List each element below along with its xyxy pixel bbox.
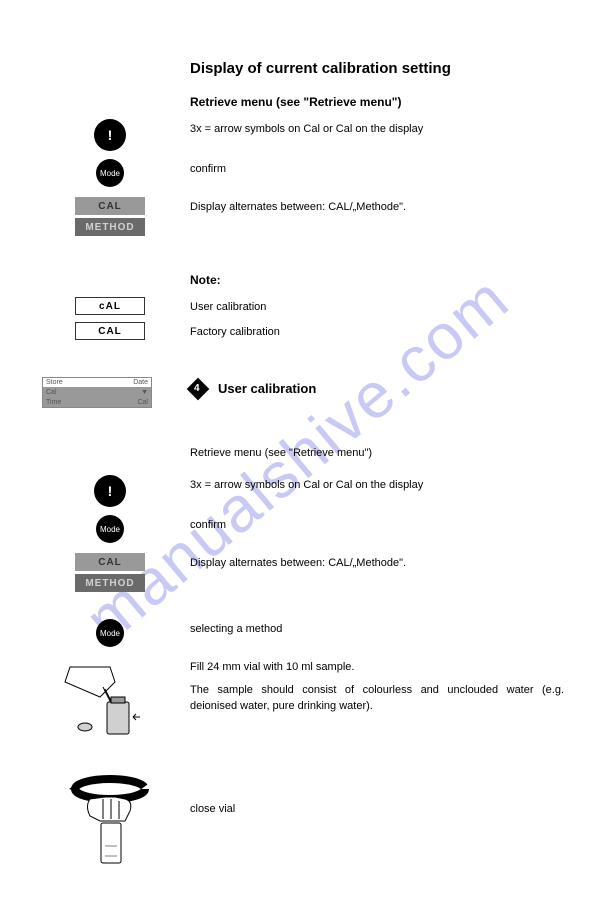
cal-lower-pill: cAL	[75, 297, 145, 315]
text-3x-2: 3x = arrow symbols on Cal or Cal on the …	[190, 475, 564, 494]
mode-button-icon: Mode	[96, 159, 124, 187]
lcd-store: Store	[46, 379, 63, 386]
text-factory-calibration: Factory calibration	[190, 322, 564, 341]
text-confirm-2: confirm	[190, 515, 564, 534]
page-title: Display of current calibration setting	[190, 60, 564, 77]
method-pill-1: METHOD	[75, 218, 145, 236]
text-fill: Fill 24 mm vial with 10 ml sample.	[190, 659, 564, 676]
method-pill-2: METHOD	[75, 574, 145, 592]
pour-vial-icon	[55, 657, 165, 737]
cal-pill-1: CAL	[75, 197, 145, 215]
page-content: Display of current calibration setting R…	[0, 0, 594, 895]
step-4-title: User calibration	[218, 379, 316, 399]
subtitle-retrieve: Retrieve menu (see "Retrieve menu")	[190, 95, 564, 109]
lcd-cal-1: Cal	[46, 389, 57, 396]
mode-button-icon-3: Mode	[96, 619, 124, 647]
mode-button-icon-2: Mode	[96, 515, 124, 543]
text-alternates-1: Display alternates between: CAL/„Methode…	[190, 197, 564, 216]
lcd-arrow-down-icon: ▼	[141, 389, 148, 396]
cal-upper-pill: CAL	[75, 322, 145, 340]
alert-icon-2: !	[94, 475, 126, 507]
close-vial-icon	[55, 771, 165, 871]
text-retrieve-2: Retrieve menu (see "Retrieve menu")	[190, 443, 564, 462]
lcd-cal-2: Cal	[137, 399, 148, 406]
lcd-time: Time	[46, 399, 61, 406]
step-4-heading: 4 User calibration	[190, 379, 564, 399]
text-confirm-1: confirm	[190, 159, 564, 178]
lcd-date: Date	[133, 379, 148, 386]
lcd-display: Store Date Cal ▼ Time Cal	[42, 377, 152, 408]
step-number-diamond-icon: 4	[187, 377, 210, 400]
text-alternates-2: Display alternates between: CAL/„Methode…	[190, 553, 564, 572]
alert-icon: !	[94, 119, 126, 151]
note-heading: Note:	[190, 273, 564, 287]
text-close-vial: close vial	[190, 771, 564, 818]
text-sample: The sample should consist of colourless …	[190, 682, 564, 715]
cal-pill-2: CAL	[75, 553, 145, 571]
text-user-calibration: User calibration	[190, 297, 564, 316]
text-selecting: selecting a method	[190, 619, 564, 638]
text-3x-1: 3x = arrow symbols on Cal or Cal on the …	[190, 119, 564, 138]
